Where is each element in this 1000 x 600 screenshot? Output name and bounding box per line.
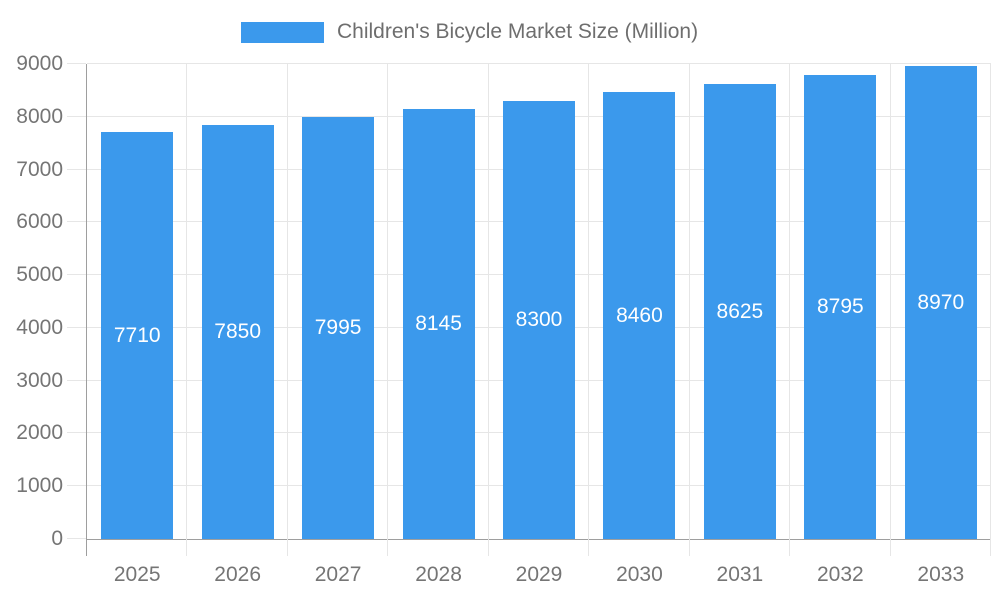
x-axis-tick-label: 2031 bbox=[716, 563, 764, 586]
v-gridline bbox=[487, 64, 489, 539]
x-axis-tick bbox=[889, 539, 891, 556]
bar-value-label: 8795 bbox=[816, 295, 864, 318]
bar bbox=[201, 125, 274, 539]
v-gridline bbox=[286, 64, 288, 539]
v-gridline bbox=[588, 64, 590, 539]
x-axis-line bbox=[86, 539, 991, 540]
y-axis-tick bbox=[67, 168, 86, 170]
x-axis-tick-label: 2033 bbox=[917, 563, 965, 586]
bar-value-label: 8300 bbox=[515, 308, 563, 331]
x-axis-tick bbox=[86, 539, 87, 556]
bar bbox=[804, 75, 877, 539]
y-axis-tick bbox=[67, 538, 86, 539]
x-axis-tick-label: 2032 bbox=[816, 563, 864, 586]
y-axis-tick-label: 3000 bbox=[16, 368, 63, 392]
x-axis-tick-label: 2028 bbox=[415, 563, 462, 586]
x-axis-tick bbox=[186, 539, 188, 556]
bar bbox=[603, 92, 676, 539]
x-axis-tick bbox=[286, 539, 288, 556]
v-gridline bbox=[186, 64, 188, 539]
bar bbox=[503, 101, 575, 539]
y-axis-tick-label: 6000 bbox=[16, 210, 63, 234]
x-axis-tick-label: 2026 bbox=[214, 563, 262, 586]
bar bbox=[302, 117, 375, 539]
x-axis-tick bbox=[789, 539, 791, 556]
bar-value-label: 8970 bbox=[917, 290, 965, 314]
x-axis-tick bbox=[588, 539, 590, 556]
v-gridline bbox=[889, 64, 891, 539]
y-axis-tick-label: 7000 bbox=[16, 157, 63, 181]
x-axis-tick-label: 2029 bbox=[515, 563, 563, 586]
y-axis-tick bbox=[67, 432, 86, 434]
bar bbox=[904, 66, 977, 539]
bar-value-label: 8625 bbox=[716, 299, 764, 323]
legend: Children's Bicycle Market Size (Million) bbox=[0, 0, 1000, 56]
x-axis-tick bbox=[990, 539, 991, 556]
v-gridline bbox=[789, 64, 791, 539]
bar bbox=[101, 132, 174, 539]
x-axis-tick bbox=[487, 539, 489, 556]
y-axis-tick-label: 1000 bbox=[16, 474, 63, 498]
v-gridline bbox=[688, 64, 690, 539]
bar bbox=[703, 84, 776, 539]
v-gridline bbox=[387, 64, 389, 539]
y-axis-tick bbox=[67, 63, 86, 64]
bar-value-label: 8145 bbox=[415, 312, 462, 335]
bar-value-label: 7850 bbox=[214, 320, 262, 343]
y-axis-tick-label: 0 bbox=[51, 527, 63, 550]
x-axis-tick bbox=[688, 539, 690, 556]
bar-value-label: 7710 bbox=[113, 323, 161, 347]
y-axis-line bbox=[86, 64, 87, 539]
y-axis-tick bbox=[67, 115, 86, 117]
bar-value-label: 8460 bbox=[616, 303, 663, 327]
bar bbox=[402, 109, 475, 539]
y-axis-tick bbox=[67, 274, 86, 276]
y-axis-tick bbox=[67, 485, 86, 487]
y-axis-tick-label: 9000 bbox=[16, 52, 63, 75]
y-axis-tick bbox=[67, 326, 86, 328]
bar-value-label: 7995 bbox=[314, 316, 362, 339]
y-axis-tick-label: 4000 bbox=[16, 315, 63, 339]
legend-label: Children's Bicycle Market Size (Million) bbox=[337, 20, 699, 43]
plot-area: 7710 7850 7995 8145 8300 8460 8625 8795 8970 bbox=[86, 63, 991, 540]
h-gridline bbox=[87, 63, 991, 64]
y-axis-tick-label: 8000 bbox=[16, 104, 63, 128]
v-gridline bbox=[990, 64, 991, 539]
legend-swatch bbox=[241, 22, 324, 43]
y-axis-tick bbox=[67, 221, 86, 223]
y-axis-tick bbox=[67, 379, 86, 381]
x-axis-tick-label: 2030 bbox=[616, 563, 663, 586]
y-axis-tick-label: 2000 bbox=[16, 421, 63, 445]
y-axis-tick-label: 5000 bbox=[16, 263, 63, 287]
x-axis-tick bbox=[387, 539, 389, 556]
x-axis-tick-label: 2025 bbox=[113, 563, 161, 586]
x-axis-tick-label: 2027 bbox=[314, 563, 362, 586]
